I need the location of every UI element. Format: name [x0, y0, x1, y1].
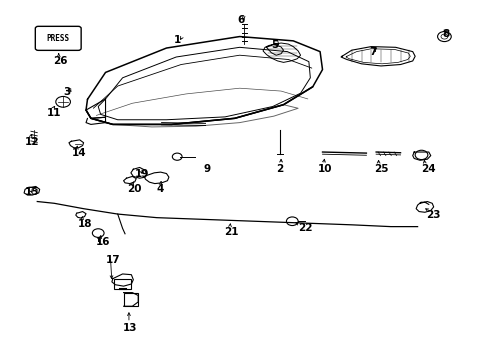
Text: 5: 5 — [271, 40, 278, 50]
Text: 24: 24 — [421, 164, 435, 174]
Text: 18: 18 — [78, 220, 92, 229]
Text: 6: 6 — [237, 15, 244, 25]
Text: 14: 14 — [71, 148, 86, 158]
Text: 20: 20 — [127, 184, 142, 194]
Text: 26: 26 — [53, 56, 68, 66]
Bar — [123, 293, 138, 306]
Text: 22: 22 — [298, 223, 312, 233]
Text: 9: 9 — [203, 164, 210, 174]
Text: 7: 7 — [368, 47, 375, 57]
Text: 2: 2 — [276, 164, 283, 174]
FancyBboxPatch shape — [35, 26, 81, 50]
Text: 3: 3 — [63, 87, 70, 97]
Text: 19: 19 — [135, 169, 149, 179]
Text: 23: 23 — [425, 211, 440, 220]
Text: 12: 12 — [25, 137, 40, 147]
Text: 11: 11 — [47, 108, 61, 118]
Text: 21: 21 — [224, 226, 238, 237]
Text: PRESS: PRESS — [46, 34, 70, 43]
Text: 4: 4 — [157, 184, 164, 194]
Text: 25: 25 — [373, 164, 387, 174]
Text: 1: 1 — [173, 35, 181, 45]
Text: 17: 17 — [105, 255, 120, 265]
Text: 8: 8 — [441, 30, 448, 39]
Text: 10: 10 — [317, 164, 331, 174]
Bar — [114, 279, 131, 289]
Text: 13: 13 — [122, 323, 137, 333]
Text: 15: 15 — [25, 187, 40, 197]
Text: 16: 16 — [96, 237, 110, 247]
